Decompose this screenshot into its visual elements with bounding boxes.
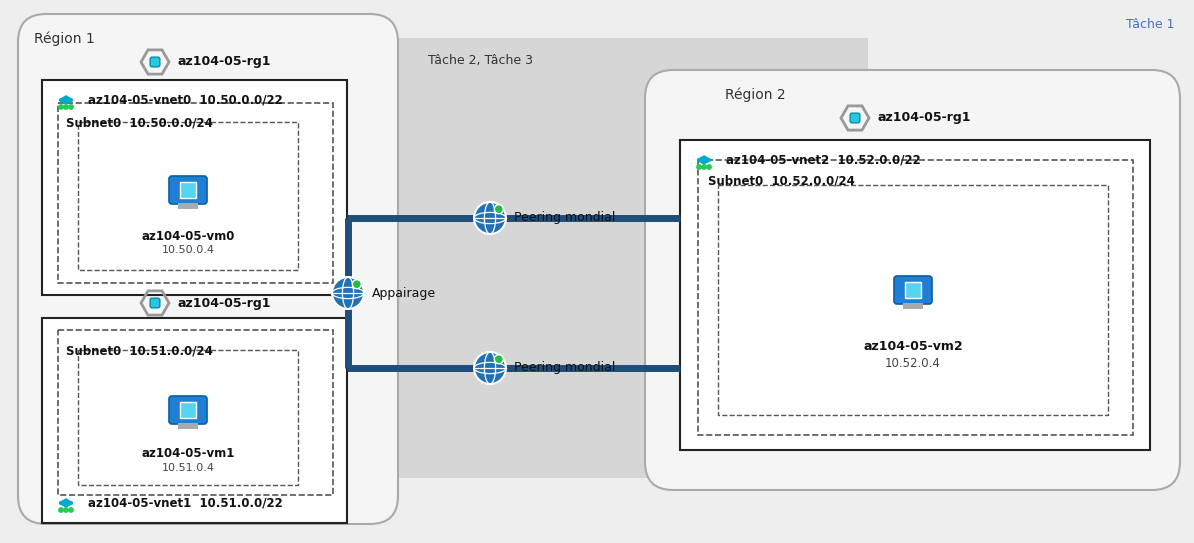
Bar <box>42 80 347 295</box>
Text: az104-05-vnet2  10.52.0.0/22: az104-05-vnet2 10.52.0.0/22 <box>726 154 921 167</box>
Bar <box>59 330 333 495</box>
Text: 10.52.0.4: 10.52.0.4 <box>885 357 941 370</box>
Text: az104-05-rg1: az104-05-rg1 <box>177 55 271 68</box>
Text: az104-05-vm1: az104-05-vm1 <box>141 447 235 460</box>
Text: Peering mondial: Peering mondial <box>513 212 615 224</box>
Circle shape <box>59 105 63 109</box>
Bar <box>903 303 923 309</box>
FancyBboxPatch shape <box>180 402 196 418</box>
Bar <box>78 122 298 270</box>
Circle shape <box>697 165 701 169</box>
Bar <box>718 185 1108 415</box>
FancyBboxPatch shape <box>850 113 860 123</box>
Text: 10.50.0.4: 10.50.0.4 <box>161 245 215 255</box>
Bar <box>178 203 198 209</box>
Text: az104-05-vm2: az104-05-vm2 <box>863 340 962 353</box>
Circle shape <box>63 105 68 109</box>
FancyBboxPatch shape <box>18 14 398 524</box>
Circle shape <box>63 508 68 512</box>
Text: Peering mondial: Peering mondial <box>513 362 615 375</box>
Text: az104-05-rg1: az104-05-rg1 <box>878 111 971 124</box>
Circle shape <box>494 355 504 364</box>
Bar <box>698 160 1133 435</box>
Bar <box>681 140 1150 450</box>
FancyBboxPatch shape <box>170 396 207 424</box>
Text: Région 1: Région 1 <box>33 32 94 47</box>
Text: az104-05-vm0: az104-05-vm0 <box>141 230 235 243</box>
Text: az104-05-rg1: az104-05-rg1 <box>177 296 271 310</box>
Text: Subnet0  10.52.0.0/24: Subnet0 10.52.0.0/24 <box>708 174 855 187</box>
Text: az104-05-vnet1  10.51.0.0/22: az104-05-vnet1 10.51.0.0/22 <box>88 496 283 509</box>
Text: Tâche 1: Tâche 1 <box>1126 18 1175 31</box>
Bar <box>59 103 333 283</box>
Circle shape <box>69 508 73 512</box>
Circle shape <box>59 508 63 512</box>
Text: 10.51.0.4: 10.51.0.4 <box>161 463 215 473</box>
FancyBboxPatch shape <box>150 57 160 67</box>
Bar <box>78 350 298 485</box>
Circle shape <box>702 165 706 169</box>
Circle shape <box>332 277 364 309</box>
Circle shape <box>352 280 362 289</box>
Text: Subnet0  10.50.0.0/24: Subnet0 10.50.0.0/24 <box>66 117 213 130</box>
FancyBboxPatch shape <box>150 298 160 308</box>
Text: Tâche 2, Tâche 3: Tâche 2, Tâche 3 <box>427 54 533 67</box>
Bar <box>42 318 347 523</box>
Text: Subnet0  10.51.0.0/24: Subnet0 10.51.0.0/24 <box>66 344 213 357</box>
FancyBboxPatch shape <box>894 276 933 304</box>
Bar <box>308 38 868 478</box>
Bar <box>178 423 198 429</box>
FancyBboxPatch shape <box>180 182 196 198</box>
Circle shape <box>707 165 712 169</box>
FancyBboxPatch shape <box>645 70 1180 490</box>
FancyBboxPatch shape <box>905 282 921 298</box>
Circle shape <box>474 202 506 234</box>
Circle shape <box>69 105 73 109</box>
Circle shape <box>494 205 504 214</box>
Text: az104-05-vnet0  10.50.0.0/22: az104-05-vnet0 10.50.0.0/22 <box>88 93 283 106</box>
Text: Appairage: Appairage <box>373 287 436 300</box>
Circle shape <box>474 352 506 384</box>
FancyBboxPatch shape <box>170 176 207 204</box>
Text: Région 2: Région 2 <box>725 88 786 103</box>
